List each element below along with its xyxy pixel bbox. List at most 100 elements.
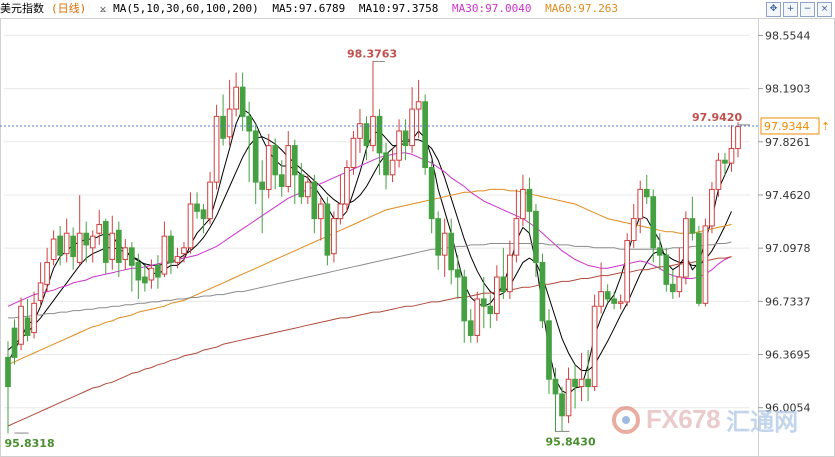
candle-up bbox=[513, 218, 520, 256]
candle-down bbox=[402, 130, 409, 147]
candle-up bbox=[735, 126, 741, 150]
watermark-brand-cn: 汇通网 bbox=[726, 409, 799, 436]
candle-up bbox=[624, 240, 631, 303]
candle-up bbox=[285, 145, 292, 187]
candle-up bbox=[181, 247, 187, 255]
candle-up bbox=[304, 181, 311, 198]
candle-down bbox=[604, 291, 611, 300]
y-tick-label: 96.3695 bbox=[765, 349, 811, 362]
candle-down bbox=[448, 232, 455, 271]
zoom-out-icon[interactable]: − bbox=[800, 2, 815, 17]
candle-up bbox=[676, 276, 683, 293]
ma-line-ma100 bbox=[8, 241, 732, 319]
candle-down bbox=[559, 393, 565, 417]
legend-ma30: MA30:97.0040 bbox=[452, 2, 532, 15]
candle-down bbox=[656, 247, 663, 256]
candle-down bbox=[57, 235, 63, 256]
candle-down bbox=[115, 229, 122, 263]
candle-down bbox=[142, 276, 148, 284]
candle-up bbox=[331, 218, 337, 255]
candle-down bbox=[480, 298, 487, 307]
candle-down bbox=[239, 86, 246, 117]
candle-down bbox=[200, 209, 207, 220]
candle-up bbox=[226, 108, 233, 138]
candle-up bbox=[50, 238, 57, 261]
zoom-in-icon[interactable]: + bbox=[783, 2, 798, 17]
candle-up bbox=[507, 254, 513, 293]
legend-title: 美元指数 bbox=[0, 2, 44, 15]
candle-up bbox=[637, 188, 644, 220]
candle-down bbox=[546, 320, 552, 380]
legend-ma60: MA60:97.263 bbox=[545, 2, 618, 15]
candle-up bbox=[76, 232, 83, 263]
candle-up bbox=[233, 86, 239, 110]
candle-down bbox=[363, 123, 370, 147]
candle-up bbox=[148, 267, 155, 281]
candle-down bbox=[135, 261, 142, 281]
candle-up bbox=[598, 291, 604, 307]
y-tick-label: 98.1903 bbox=[765, 83, 811, 96]
candle-up bbox=[318, 203, 324, 220]
candle-down bbox=[11, 327, 18, 358]
candle-down bbox=[533, 210, 539, 263]
candle-down bbox=[722, 159, 728, 164]
candle-down bbox=[585, 378, 591, 388]
candle-down bbox=[155, 264, 161, 278]
candle-up bbox=[63, 232, 70, 255]
candle-down bbox=[168, 235, 174, 263]
candle-down bbox=[259, 181, 266, 190]
move-icon[interactable]: ✥ bbox=[766, 2, 781, 17]
candle-down bbox=[376, 115, 383, 154]
candle-up bbox=[441, 232, 448, 256]
candle-down bbox=[311, 181, 318, 220]
chart-legend: 美元指数 (日线) ⨲ MA(5,10,30,60,100,200) MA5:97.… bbox=[0, 0, 760, 18]
candle-down bbox=[643, 188, 650, 198]
candle-up bbox=[702, 225, 709, 304]
candle-down bbox=[128, 247, 135, 266]
candle-down bbox=[572, 378, 578, 388]
candle-up bbox=[187, 203, 194, 249]
candle-down bbox=[5, 356, 11, 388]
candle-up bbox=[122, 247, 129, 261]
candle-up bbox=[715, 159, 722, 190]
candle-up bbox=[728, 148, 735, 164]
close-icon[interactable]: × bbox=[817, 2, 832, 17]
candle-up bbox=[265, 145, 272, 190]
candle-up bbox=[415, 101, 422, 110]
candle-down bbox=[278, 174, 285, 187]
candle-down bbox=[383, 152, 389, 176]
candle-up bbox=[357, 123, 363, 139]
ma-line-ma200 bbox=[7, 256, 732, 427]
y-tick-label: 97.4620 bbox=[765, 189, 811, 202]
candle-down bbox=[70, 235, 77, 258]
candle-down bbox=[539, 261, 546, 322]
ma-line-ma10 bbox=[7, 136, 732, 371]
candle-down bbox=[24, 317, 31, 336]
candle-up bbox=[18, 305, 24, 345]
candle-down bbox=[252, 130, 259, 183]
candle-down bbox=[83, 232, 90, 246]
y-tick-label: 97.0978 bbox=[765, 242, 811, 255]
candle-up bbox=[109, 232, 116, 261]
candle-down bbox=[102, 221, 109, 263]
candle-down bbox=[689, 218, 696, 234]
watermark-brand: FX678 bbox=[646, 404, 721, 434]
legend-period: (日线) bbox=[51, 2, 87, 15]
candle-up bbox=[31, 302, 37, 334]
candle-down bbox=[650, 196, 657, 249]
candle-up bbox=[344, 167, 350, 205]
candle-down bbox=[611, 298, 618, 304]
candle-up bbox=[474, 298, 481, 336]
candle-up bbox=[44, 261, 50, 285]
logo-mark-icon bbox=[612, 405, 640, 434]
price-arrow-icon: ⇡ bbox=[821, 120, 830, 133]
candle-down bbox=[298, 174, 305, 198]
candle-up bbox=[37, 282, 44, 301]
candle-up bbox=[565, 378, 572, 417]
ma-line-ma60 bbox=[7, 188, 732, 366]
watermark-logo: FX678 汇通网 bbox=[612, 402, 798, 437]
annotation-low-label: 95.8430 bbox=[546, 435, 596, 448]
candle-up bbox=[161, 235, 168, 275]
